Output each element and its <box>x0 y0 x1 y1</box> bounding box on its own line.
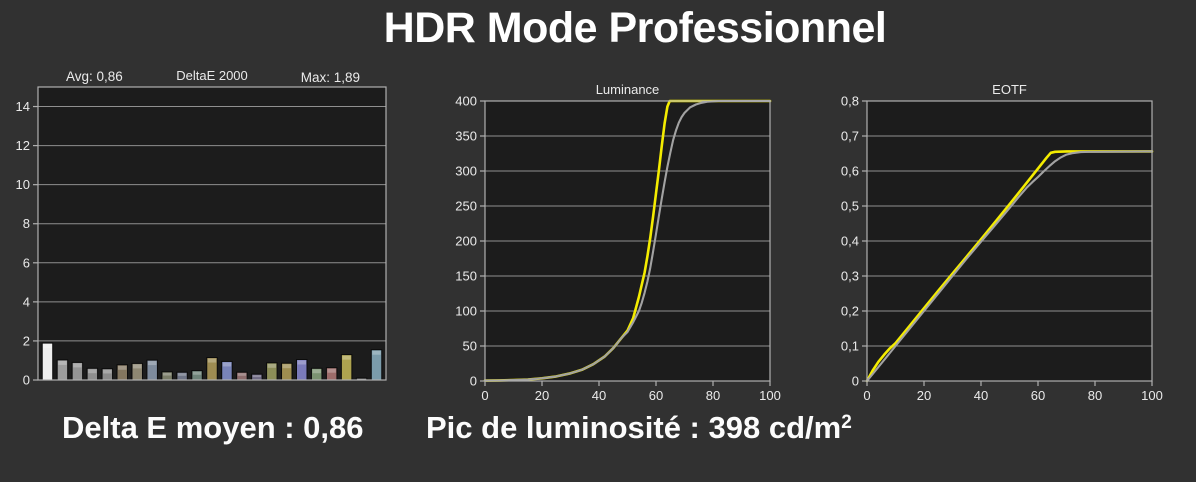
x-tick-label: 80 <box>706 388 720 403</box>
bar-highlight <box>207 358 217 363</box>
x-tick-label: 100 <box>759 388 781 403</box>
bar-highlight <box>58 360 67 365</box>
delta-e-average-text: Delta E moyen : 0,86 <box>62 410 364 445</box>
y-tick-label: 200 <box>455 234 477 249</box>
deltae-bar <box>41 342 54 381</box>
bar-highlight <box>327 368 336 373</box>
y-tick-label: 400 <box>455 94 477 109</box>
x-tick-label: 60 <box>649 388 663 403</box>
y-tick-label: 350 <box>455 129 477 144</box>
reference-curve <box>865 150 1154 383</box>
bar-highlight <box>162 372 172 376</box>
bar-highlight <box>222 362 232 367</box>
avg-label: Avg: 0,86 <box>66 69 123 84</box>
y-tick-label: 0,2 <box>841 304 859 319</box>
y-tick-label: 0,7 <box>841 129 859 144</box>
y-tick-label: 0,1 <box>841 339 859 354</box>
bars-group <box>41 342 383 381</box>
bar-highlight <box>132 364 142 369</box>
y-tick-label: 0,4 <box>841 234 859 249</box>
y-tick-label: 6 <box>23 255 30 270</box>
bar-highlight <box>372 350 381 355</box>
y-tick-label: 250 <box>455 199 477 214</box>
y-tick-label: 14 <box>16 99 30 114</box>
y-tick-label: 0,5 <box>841 199 859 214</box>
bar-highlight <box>252 375 262 378</box>
bar-highlight <box>342 355 351 360</box>
max-label: Max: 1,89 <box>301 70 360 85</box>
y-tick-label: 0 <box>23 373 30 388</box>
measured-curve <box>483 99 772 382</box>
bar-highlight <box>282 364 292 369</box>
bar-highlight <box>297 360 306 365</box>
y-tick-label: 150 <box>455 269 477 284</box>
superscript-2: 2 <box>841 411 852 433</box>
y-tick-label: 2 <box>23 333 30 348</box>
y-tick-label: 4 <box>23 294 30 309</box>
bar-highlight <box>177 373 187 376</box>
chart-title: DeltaE 2000 <box>176 68 248 83</box>
bar-highlight <box>103 369 112 374</box>
bar-highlight <box>88 369 97 374</box>
y-tick-label: 0 <box>470 374 477 389</box>
plot-frame <box>37 86 387 381</box>
x-tick-label: 40 <box>592 388 606 403</box>
bar-highlight <box>147 361 157 366</box>
y-tick-label: 0,3 <box>841 269 859 284</box>
y-tick-label: 0,6 <box>841 164 859 179</box>
bar-highlight <box>73 363 82 368</box>
y-tick-label: 8 <box>23 216 30 231</box>
plot-area <box>38 87 386 380</box>
page-title: HDR Mode Professionnel <box>383 4 887 52</box>
eotf-chart: 0 0,1 0,2 0,3 0,4 0,5 0,6 0,7 0,8 0 20 40 60 80 100 EOT… <box>841 82 1163 403</box>
y-tick-label: 0,8 <box>841 94 859 109</box>
x-tick-label: 60 <box>1031 388 1045 403</box>
y-tick-label: 12 <box>16 138 30 153</box>
bar-highlight <box>118 365 127 370</box>
x-tick-label: 80 <box>1088 388 1102 403</box>
luminance-chart: 0 50 100 150 200 250 300 350 400 0 20 40 60 80 100 Lumi… <box>455 82 781 403</box>
x-tick-label: 20 <box>535 388 549 403</box>
peak-luminance-base: Pic de luminosité : 398 cd/m <box>426 410 842 445</box>
y-tick-label: 300 <box>455 164 477 179</box>
y-tick-label: 50 <box>463 339 477 354</box>
bar-highlight <box>43 344 52 349</box>
x-tick-label: 20 <box>917 388 931 403</box>
bar-highlight <box>192 371 202 375</box>
x-tick-label: 0 <box>481 388 488 403</box>
chart-title: Luminance <box>596 82 660 97</box>
x-tick-label: 40 <box>974 388 988 403</box>
y-tick-label: 10 <box>16 177 30 192</box>
peak-luminance-text: Pic de luminosité : 398 cd/m2 <box>426 410 852 446</box>
bar-highlight <box>312 369 321 374</box>
bar-highlight <box>267 363 277 368</box>
deltae-2000-chart: 0 2 4 6 8 10 12 14 DeltaE 2000 Avg: 0,86 Max: 1,89 <box>16 68 387 388</box>
x-tick-label: 0 <box>863 388 870 403</box>
measured-curve <box>865 150 1154 383</box>
chart-title: EOTF <box>992 82 1027 97</box>
y-tick-label: 100 <box>455 304 477 319</box>
x-tick-label: 100 <box>1141 388 1163 403</box>
y-tick-label: 0 <box>852 374 859 389</box>
bar-highlight <box>237 373 247 376</box>
